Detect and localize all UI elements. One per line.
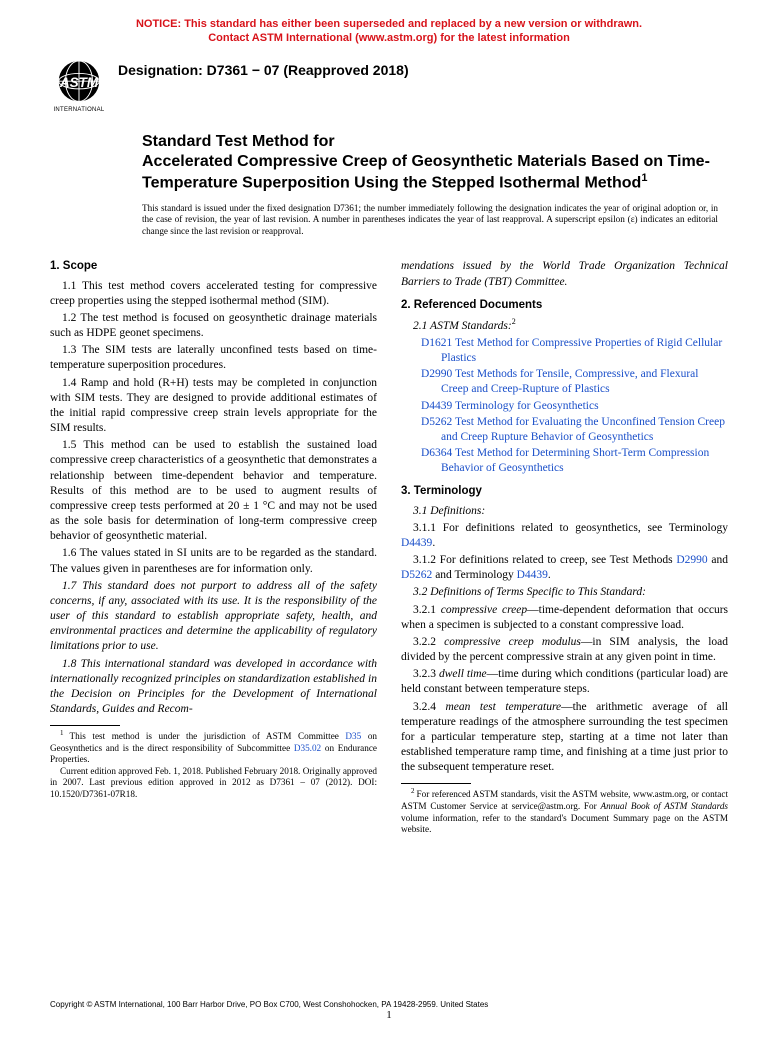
refs-sub-text: 2.1 ASTM Standards:: [413, 320, 512, 332]
refs-sub: 2.1 ASTM Standards:2: [401, 317, 728, 334]
term-323-term: dwell time: [439, 668, 487, 680]
svg-text:ASTM: ASTM: [59, 74, 99, 89]
ref-d6364: D6364 Test Method for Determining Short-…: [401, 446, 728, 476]
scope-1-2: 1.2 The test method is focused on geosyn…: [50, 311, 377, 341]
term-311-link[interactable]: D4439: [401, 537, 432, 549]
notice-banner: NOTICE: This standard has either been su…: [50, 18, 728, 46]
notice-line2: Contact ASTM International (www.astm.org…: [208, 32, 570, 44]
fixed-designation-note: This standard is issued under the fixed …: [142, 203, 718, 238]
scope-1-8a: 1.8 This international standard was deve…: [50, 657, 377, 718]
ref-d4439: D4439 Terminology for Geosynthetics: [401, 399, 728, 414]
header-row: ASTM INTERNATIONAL Designation: D7361 − …: [50, 56, 728, 114]
document-page: { "colors": { "notice": "#d8131a", "link…: [0, 0, 778, 1041]
footnote-1-link-d35[interactable]: D35: [345, 731, 361, 741]
term-3-2-1: 3.2.1 compressive creep—time-dependent d…: [401, 603, 728, 633]
term-3-2-4: 3.2.4 mean test temperature—the arithmet…: [401, 700, 728, 776]
footnote-1-mark: 1: [60, 729, 70, 737]
term-312-link2[interactable]: D5262: [401, 569, 432, 581]
ref-link-d1621[interactable]: D1621: [421, 337, 452, 349]
ref-link-d2990[interactable]: D2990: [421, 368, 452, 380]
term-heading: 3. Terminology: [401, 484, 728, 499]
term-311-a: 3.1.1 For definitions related to geosynt…: [413, 522, 728, 534]
ref-text-d6364[interactable]: Test Method for Determining Short-Term C…: [441, 447, 709, 474]
column-right: mendations issued by the World Trade Org…: [401, 259, 728, 835]
ref-text-d5262[interactable]: Test Method for Evaluating the Unconfine…: [441, 416, 725, 443]
document-title: Standard Test Method for Accelerated Com…: [142, 132, 718, 193]
ref-text-d2990[interactable]: Test Methods for Tensile, Compressive, a…: [441, 368, 698, 395]
footnote-rule-left: [50, 725, 120, 726]
term-3-1-2: 3.1.2 For definitions related to creep, …: [401, 553, 728, 583]
refs-heading: 2. Referenced Documents: [401, 298, 728, 313]
title-line1: Standard Test Method for: [142, 133, 335, 150]
ref-d2990: D2990 Test Methods for Tensile, Compress…: [401, 367, 728, 397]
footnote-1-a: This test method is under the jurisdicti…: [70, 731, 346, 741]
scope-heading: 1. Scope: [50, 259, 377, 274]
term-312-a: 3.1.2 For definitions related to creep, …: [413, 554, 676, 566]
footnote-2-b: Annual Book of ASTM Standards: [601, 801, 729, 811]
term-321-term: compressive creep: [441, 604, 527, 616]
term-3-1-1: 3.1.1 For definitions related to geosynt…: [401, 521, 728, 551]
term-312-link3[interactable]: D4439: [517, 569, 548, 581]
column-left: 1. Scope 1.1 This test method covers acc…: [50, 259, 377, 835]
ref-link-d4439[interactable]: D4439: [421, 400, 452, 412]
term-312-c: and: [708, 554, 728, 566]
footnote-rule-right: [401, 783, 471, 784]
footnote-1-edition: Current edition approved Feb. 1, 2018. P…: [50, 766, 377, 801]
footnote-2-c: volume information, refer to the standar…: [401, 813, 728, 835]
body-columns: 1. Scope 1.1 This test method covers acc…: [50, 259, 728, 835]
term-312-link1[interactable]: D2990: [676, 554, 707, 566]
term-322-term: compressive creep modulus: [444, 636, 581, 648]
term-3-2-3: 3.2.3 dwell time—time during which condi…: [401, 667, 728, 697]
term-312-e: and Terminology: [432, 569, 516, 581]
ref-link-d5262[interactable]: D5262: [421, 416, 452, 428]
term-3-2-2: 3.2.2 compressive creep modulus—in SIM a…: [401, 635, 728, 665]
ref-text-d4439[interactable]: Terminology for Geosynthetics: [455, 400, 599, 412]
term-324-term: mean test temperature: [445, 701, 561, 713]
ref-link-d6364[interactable]: D6364: [421, 447, 452, 459]
footnote-1: 1 This test method is under the jurisdic…: [50, 729, 377, 766]
footnote-2: 2 For referenced ASTM standards, visit t…: [401, 787, 728, 835]
title-footnote-mark: 1: [641, 172, 647, 184]
svg-text:INTERNATIONAL: INTERNATIONAL: [53, 107, 104, 113]
page-number: 1: [0, 1009, 778, 1021]
notice-line1: NOTICE: This standard has either been su…: [136, 18, 642, 30]
title-line2: Accelerated Compressive Creep of Geosynt…: [142, 153, 710, 191]
term-3-2: 3.2 Definitions of Terms Specific to Thi…: [401, 585, 728, 600]
scope-1-8b: mendations issued by the World Trade Org…: [401, 259, 728, 289]
copyright-line: Copyright © ASTM International, 100 Barr…: [50, 1000, 488, 1009]
ref-d1621: D1621 Test Method for Compressive Proper…: [401, 336, 728, 366]
scope-1-4: 1.4 Ramp and hold (R+H) tests may be com…: [50, 376, 377, 437]
refs-sup: 2: [512, 317, 516, 326]
ref-text-d1621[interactable]: Test Method for Compressive Properties o…: [441, 337, 722, 364]
title-block: Standard Test Method for Accelerated Com…: [142, 132, 718, 238]
scope-1-6: 1.6 The values stated in SI units are to…: [50, 546, 377, 576]
footnote-1-link-d3502[interactable]: D35.02: [294, 743, 321, 753]
astm-logo: ASTM INTERNATIONAL: [50, 58, 108, 114]
scope-1-1: 1.1 This test method covers accelerated …: [50, 279, 377, 309]
scope-1-5: 1.5 This method can be used to establish…: [50, 438, 377, 544]
scope-1-7: 1.7 This standard does not purport to ad…: [50, 579, 377, 655]
scope-1-3: 1.3 The SIM tests are laterally unconfin…: [50, 343, 377, 373]
designation: Designation: D7361 − 07 (Reapproved 2018…: [118, 56, 409, 78]
term-3-1: 3.1 Definitions:: [401, 504, 728, 519]
ref-d5262: D5262 Test Method for Evaluating the Unc…: [401, 415, 728, 445]
